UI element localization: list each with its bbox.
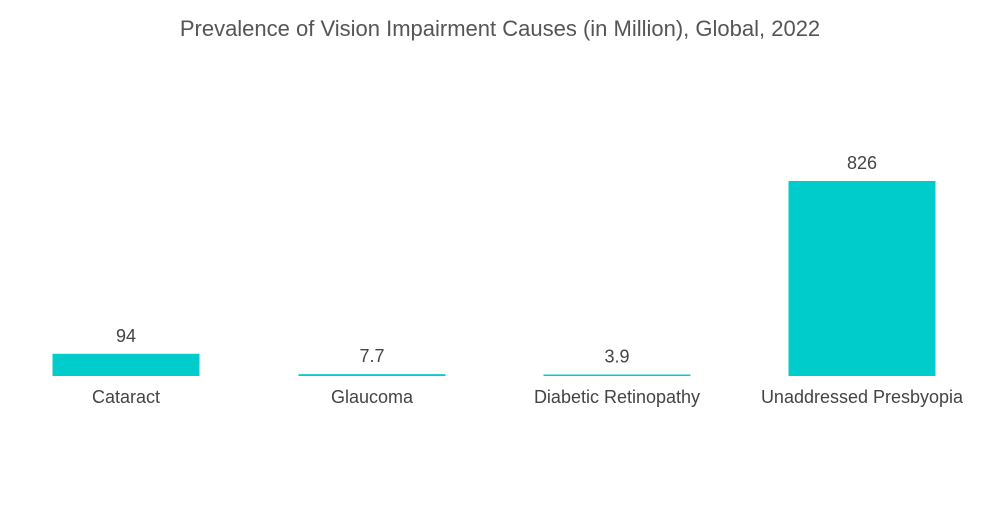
value-label-unaddressed-presbyopia: 826	[847, 153, 877, 173]
category-label-diabetic-retinopathy: Diabetic Retinopathy	[534, 387, 700, 407]
category-label-unaddressed-presbyopia: Unaddressed Presbyopia	[761, 387, 964, 407]
category-labels-group: Cataract Glaucoma Diabetic Retinopathy Unad…	[92, 387, 964, 407]
value-labels-group: 94 7.7 3.9 826	[116, 153, 877, 367]
category-label-glaucoma: Glaucoma	[331, 387, 414, 407]
bar-unaddressed-presbyopia	[788, 181, 936, 376]
category-label-cataract: Cataract	[92, 387, 160, 407]
chart-title: Prevalence of Vision Impairment Causes (…	[179, 16, 821, 41]
bar-glaucoma	[298, 374, 446, 376]
bar-cataract	[52, 353, 200, 376]
value-label-cataract: 94	[116, 326, 136, 346]
bar-diabetic-retinopathy	[543, 374, 691, 376]
bars-group	[52, 181, 936, 376]
value-label-glaucoma: 7.7	[359, 346, 384, 366]
value-label-diabetic-retinopathy: 3.9	[604, 347, 629, 367]
